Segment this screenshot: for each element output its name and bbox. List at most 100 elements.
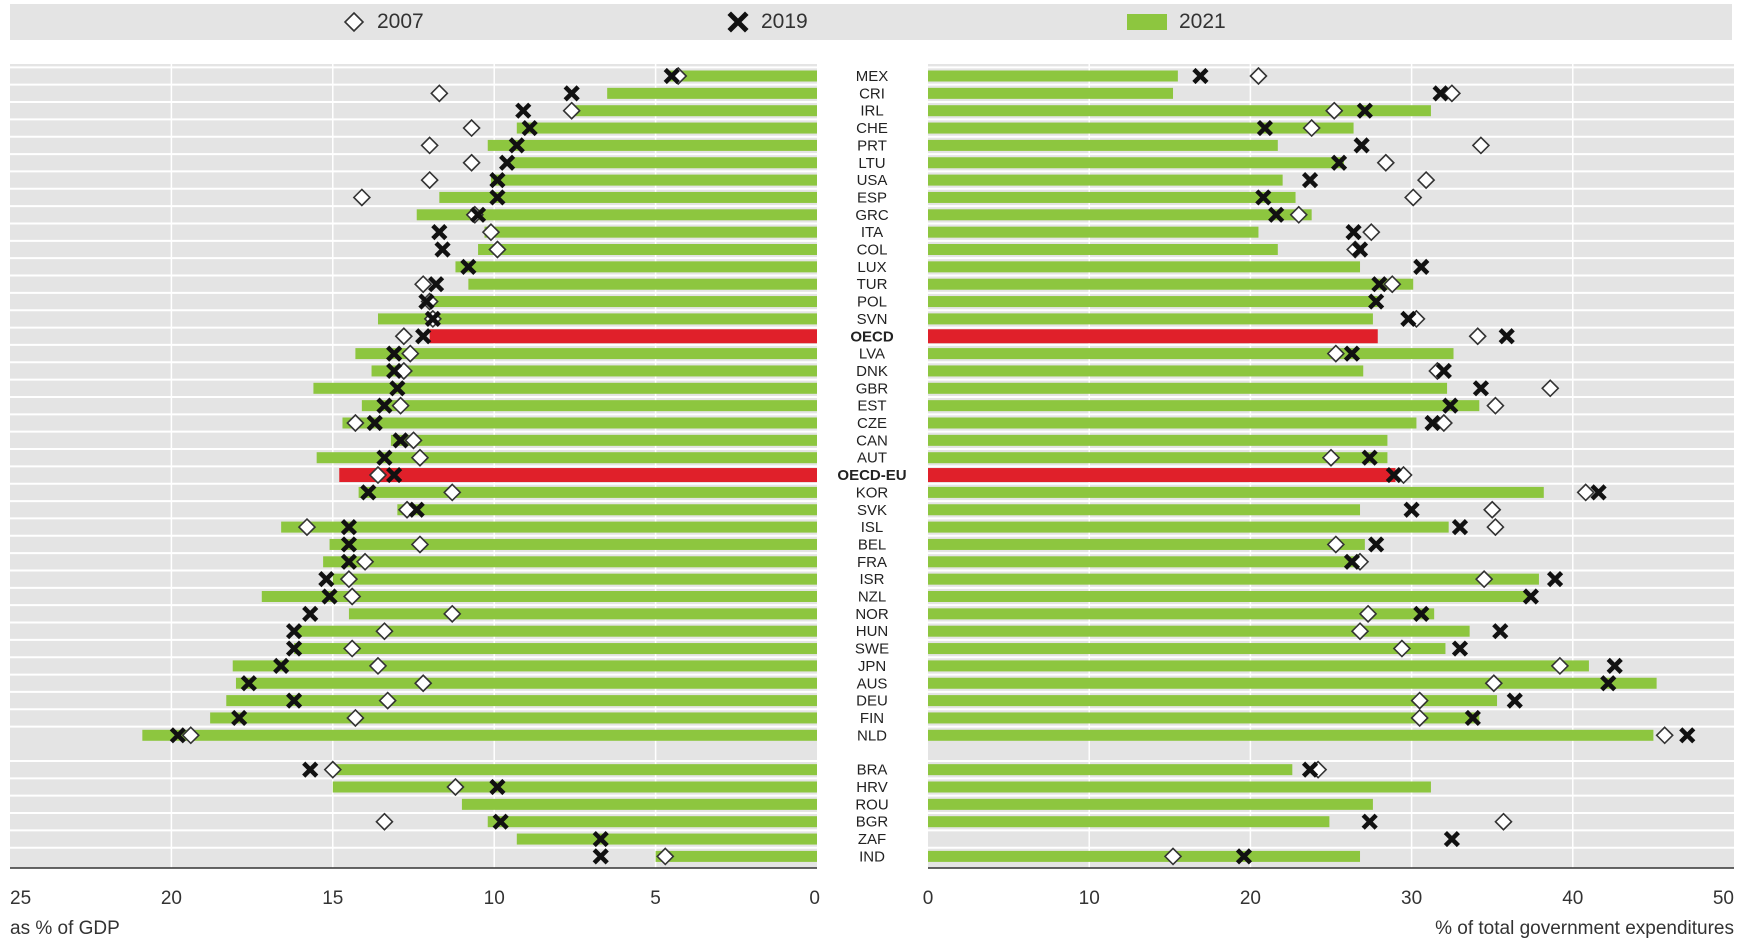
- marker-2019: [489, 172, 506, 189]
- category-label: ESP: [857, 189, 887, 206]
- marker-2007: [1249, 66, 1268, 86]
- category-label: CZE: [857, 415, 887, 432]
- marker-2007: [481, 223, 501, 242]
- marker-2007: [401, 344, 420, 363]
- marker-2007: [1576, 483, 1595, 502]
- marker-2007: [1326, 344, 1345, 363]
- category-label: SVN: [857, 311, 888, 328]
- bar-2021-right: [928, 521, 1449, 533]
- marker-2007: [1321, 448, 1341, 467]
- category-label: LVA: [859, 346, 885, 363]
- marker-2019: [460, 258, 477, 275]
- right-tick-label: 0: [923, 888, 934, 909]
- marker-2019: [231, 709, 248, 727]
- marker-2019: [392, 432, 409, 449]
- marker-2007: [339, 570, 359, 589]
- bar-2021-right: [928, 556, 1361, 568]
- bar-2021-right: [928, 296, 1378, 308]
- bar-2021-right: [928, 798, 1373, 810]
- bar-2021-left: [294, 643, 818, 655]
- marker-2007: [352, 188, 371, 207]
- marker-2007: [410, 535, 430, 554]
- marker-2019: [169, 727, 186, 744]
- bar-2021-right: [928, 191, 1296, 203]
- bar-2021-right: [928, 278, 1414, 290]
- marker-2007: [1392, 639, 1412, 658]
- marker-2007: [414, 674, 433, 693]
- bar-2021-left: [468, 278, 817, 290]
- bar-2021-left: [478, 244, 817, 255]
- bar-2021-right: [928, 70, 1178, 82]
- category-label: TUR: [857, 276, 888, 293]
- marker-2007: [656, 847, 675, 866]
- bar-2021-right: [928, 712, 1480, 724]
- category-label: OECD: [850, 328, 894, 345]
- category-label: OECD-EU: [837, 467, 906, 484]
- marker-2007: [375, 622, 394, 641]
- marker-2019: [1301, 172, 1319, 189]
- category-label: CRI: [859, 85, 885, 102]
- marker-2007: [1483, 500, 1502, 519]
- marker-2019: [1435, 362, 1452, 380]
- marker-2019: [1432, 85, 1449, 102]
- marker-2007: [323, 760, 342, 779]
- bar-2021-right: [928, 677, 1657, 689]
- left-tick-label: 0: [809, 888, 820, 909]
- marker-2019: [376, 449, 393, 466]
- category-label: IRL: [860, 103, 883, 120]
- marker-2019: [1343, 345, 1361, 362]
- bar-2021-right: [928, 261, 1361, 273]
- marker-2007: [1494, 812, 1513, 831]
- bar-2021-left: [668, 70, 817, 82]
- marker-2019: [340, 536, 358, 553]
- bar-2021-right: [928, 643, 1446, 655]
- bar-2021-left: [316, 452, 817, 464]
- category-label: AUS: [857, 675, 888, 692]
- category-label: GBR: [856, 380, 889, 397]
- bar-2021-right: [928, 538, 1365, 550]
- bar-2021-right: [928, 504, 1361, 516]
- category-label: NLD: [857, 727, 887, 744]
- category-label: NOR: [855, 606, 889, 623]
- left-tick-label: 20: [161, 888, 182, 909]
- category-label: CHE: [856, 120, 888, 137]
- legend-item-2019: 2019: [727, 4, 808, 40]
- marker-2019: [386, 362, 403, 380]
- marker-2007: [462, 118, 481, 138]
- marker-2007: [1404, 188, 1423, 207]
- marker-2007: [368, 465, 388, 485]
- bar-2021-left: [510, 157, 817, 169]
- marker-2007: [1362, 223, 1381, 242]
- marker-2019: [386, 345, 403, 362]
- bar-2021-right: [928, 816, 1330, 828]
- marker-2019: [521, 119, 538, 137]
- bar-2021-right: [928, 226, 1259, 238]
- marker-2019: [1590, 484, 1607, 501]
- bar-2021-right: [928, 660, 1589, 672]
- green-bar-swatch-icon: [1127, 14, 1167, 30]
- legend-item-2021: 2021: [1127, 4, 1226, 40]
- marker-2019: [1451, 640, 1469, 657]
- bar-2021-right: [928, 729, 1654, 741]
- marker-2019: [366, 414, 383, 432]
- marker-2019: [1451, 519, 1469, 536]
- marker-2007: [1325, 101, 1344, 120]
- bar-2021-right: [928, 209, 1312, 221]
- bar-2021-left: [281, 521, 818, 533]
- bar-2021-left: [142, 729, 817, 741]
- diamond-marker-icon: [343, 11, 365, 33]
- bar-2021-left: [607, 87, 817, 99]
- bar-2021-right: [928, 591, 1530, 602]
- bar-2021-left: [397, 504, 817, 516]
- bar-2021-left: [329, 764, 817, 776]
- bar-2021-left: [516, 122, 817, 134]
- marker-2019: [1403, 501, 1420, 518]
- bar-2021-left: [377, 313, 817, 325]
- right-tick-label: 50: [1713, 888, 1734, 909]
- right-tick-label: 40: [1562, 888, 1583, 909]
- bar-2021-right: [928, 625, 1470, 637]
- bar-2021-left: [574, 105, 817, 117]
- marker-2007: [1471, 136, 1491, 155]
- bar-2021-right: [928, 400, 1480, 412]
